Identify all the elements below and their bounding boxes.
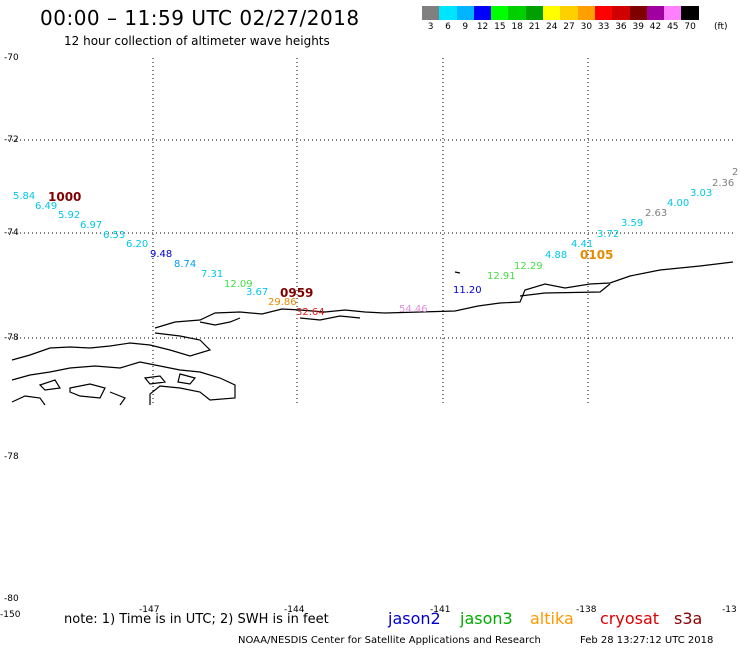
wave-height-value: 6.49 xyxy=(35,201,58,212)
color-scale-label: 42 xyxy=(649,22,662,32)
color-scale-label: 3 xyxy=(427,22,434,32)
color-scale-label: 9 xyxy=(462,22,469,32)
wave-height-value: 6.97 xyxy=(80,220,103,231)
color-scale-label: 24 xyxy=(546,22,558,32)
credit-text: NOAA/NESDIS Center for Satellite Applica… xyxy=(238,635,541,646)
color-scale-swatch xyxy=(560,6,578,20)
wave-height-value: 9.48 xyxy=(150,249,173,260)
wave-height-value: 3.59 xyxy=(621,218,644,229)
wave-height-value: 8.74 xyxy=(174,259,197,270)
color-scale-label: 12 xyxy=(476,22,489,32)
map-title: 00:00 – 11:59 UTC 02/27/2018 xyxy=(40,6,360,30)
legend-s3a: s3a xyxy=(674,609,703,628)
wave-height-value: 11.20 xyxy=(453,285,482,296)
color-scale-unit: (ft) xyxy=(714,22,728,32)
color-scale-label: 33 xyxy=(597,22,610,32)
lat-label: -78 xyxy=(4,333,19,343)
color-scale-labels: 3 6 9 12 15 18 21 24 27 30 33 36 39 42 45 70 xyxy=(422,22,699,32)
graticule xyxy=(8,58,733,405)
color-scale-swatch xyxy=(594,6,613,20)
color-scale-swatch xyxy=(664,6,682,20)
color-scale-swatch xyxy=(491,6,509,20)
pass-time-tag: 0105 xyxy=(580,248,614,262)
footer-note: note: 1) Time is in UTC; 2) SWH is in fe… xyxy=(64,612,329,627)
wave-height-value: 29.86 xyxy=(268,297,297,308)
color-scale-swatch xyxy=(612,6,630,20)
color-scale-swatch xyxy=(456,6,474,20)
wave-height-value: 4.88 xyxy=(545,250,568,261)
color-scale-swatch xyxy=(439,6,457,20)
color-scale-swatch xyxy=(629,6,647,20)
lon-label: -141 xyxy=(430,605,451,615)
wave-height-value: 7.31 xyxy=(201,269,224,280)
color-scale-swatch xyxy=(525,6,544,20)
wave-height-value: 3.72 xyxy=(597,229,620,240)
color-scale-swatch xyxy=(543,6,561,20)
color-scale-swatch xyxy=(681,6,699,20)
wave-height-value: 6.53 xyxy=(103,230,126,241)
color-scale-label: 30 xyxy=(580,22,593,32)
lat-label: -78 xyxy=(4,452,19,462)
color-scale xyxy=(422,6,699,20)
lat-label: -80 xyxy=(4,594,19,604)
color-scale-swatch xyxy=(646,6,665,20)
wave-height-value: 4.00 xyxy=(667,198,690,209)
lon-label: -144 xyxy=(284,605,305,615)
pass-time-tag: 1000 xyxy=(48,190,82,204)
color-scale-swatch xyxy=(422,6,440,20)
wave-height-value: 5.92 xyxy=(58,210,81,221)
lat-label: -72 xyxy=(4,135,19,145)
wave-height-value: 32.64 xyxy=(296,307,325,318)
wave-height-value: 3.03 xyxy=(690,188,713,199)
lon-label: -138 xyxy=(576,605,597,615)
color-scale-label: 70 xyxy=(684,22,696,32)
lon-label: -150 xyxy=(0,610,21,620)
color-scale-swatch xyxy=(508,6,526,20)
color-scale-label: 15 xyxy=(494,22,506,32)
legend-altika: altika xyxy=(530,609,574,628)
wave-height-value: 12.29 xyxy=(514,261,543,272)
coastline xyxy=(11,261,734,406)
color-scale-label: 21 xyxy=(528,22,541,32)
legend-cryosat: cryosat xyxy=(600,609,660,628)
lat-label: -74 xyxy=(4,228,19,238)
legend-jason2: jason2 xyxy=(388,609,441,628)
wave-height-value: 5.84 xyxy=(13,191,36,202)
color-scale-label: 6 xyxy=(445,22,451,32)
wave-height-value: 12.91 xyxy=(487,271,516,282)
wave-height-value: 2.36 xyxy=(712,178,735,189)
color-scale-swatch xyxy=(577,6,595,20)
generation-timestamp: Feb 28 13:27:12 UTC 2018 xyxy=(580,635,714,646)
map-subtitle: 12 hour collection of altimeter wave hei… xyxy=(64,34,330,48)
pass-time-tag: 0959 xyxy=(280,286,314,300)
wave-height-value: 4.41 xyxy=(571,239,594,250)
wave-height-value: 6.20 xyxy=(126,239,149,250)
lon-label: -147 xyxy=(139,605,160,615)
wave-height-value: 12.09 xyxy=(224,279,253,290)
wave-height-value: 54.46 xyxy=(399,304,428,315)
wave-height-value: 2 xyxy=(732,167,739,178)
wave-height-value: 2.63 xyxy=(645,208,668,219)
color-scale-label: 45 xyxy=(667,22,679,32)
lon-label: -13 xyxy=(722,605,737,615)
legend-jason3: jason3 xyxy=(460,609,513,628)
color-scale-swatch xyxy=(473,6,492,20)
color-scale-label: 18 xyxy=(511,22,523,32)
color-scale-label: 36 xyxy=(615,22,627,32)
lat-label: -70 xyxy=(4,53,19,63)
wave-height-value: 3.67 xyxy=(246,287,269,298)
color-scale-label: 39 xyxy=(632,22,644,32)
color-scale-label: 27 xyxy=(563,22,575,32)
